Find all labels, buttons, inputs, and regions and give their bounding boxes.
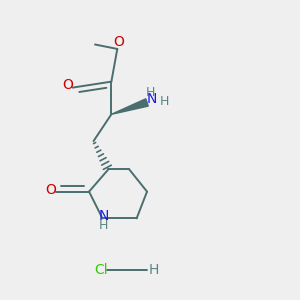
Text: H: H bbox=[160, 95, 169, 108]
Text: H: H bbox=[99, 219, 109, 232]
Text: N: N bbox=[146, 92, 157, 106]
Text: Cl: Cl bbox=[94, 263, 108, 278]
Text: N: N bbox=[99, 209, 109, 223]
Text: O: O bbox=[62, 78, 73, 92]
Text: H: H bbox=[146, 86, 156, 99]
Text: O: O bbox=[113, 34, 124, 49]
Text: H: H bbox=[148, 263, 159, 278]
Text: O: O bbox=[45, 183, 56, 197]
Polygon shape bbox=[111, 99, 148, 114]
